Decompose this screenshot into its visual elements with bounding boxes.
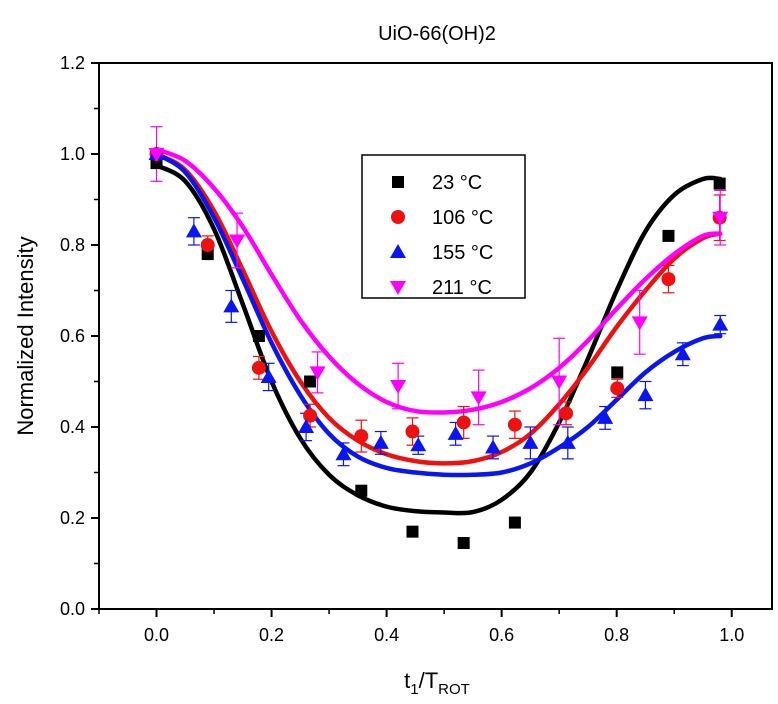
legend-label-4: 211 °C — [432, 277, 492, 299]
data-point-series-3 — [372, 434, 389, 449]
x-tick-label: 0.0 — [144, 625, 169, 645]
data-point-series-4 — [712, 211, 729, 226]
data-point-series-2 — [610, 381, 625, 396]
fit-curve-series-1 — [154, 163, 723, 516]
data-point-series-1 — [304, 375, 317, 388]
legend-marker-3 — [390, 244, 406, 258]
data-points — [148, 146, 729, 550]
data-point-series-1 — [508, 516, 521, 529]
y-tick-label: 0.8 — [60, 235, 85, 255]
y-tick-label: 1.2 — [60, 53, 85, 73]
data-point-series-3 — [223, 298, 240, 313]
legend-marker-1 — [392, 176, 404, 188]
data-point-series-1 — [355, 484, 368, 497]
legend-marker-2 — [391, 210, 405, 224]
data-point-series-4 — [309, 366, 326, 381]
data-point-series-2 — [251, 360, 266, 375]
data-point-series-2 — [200, 238, 215, 252]
legend: 23 °C 106 °C 155 °C 211 °C — [361, 154, 526, 299]
y-axis: 0.0 0.2 0.4 0.6 0.8 1.0 1.2 — [60, 53, 99, 619]
y-tick-label: 0.2 — [60, 508, 85, 528]
data-point-series-1 — [713, 177, 726, 190]
x-axis-title-main: t — [404, 668, 410, 693]
x-tick-label: 0.6 — [489, 625, 514, 645]
data-point-series-4 — [390, 380, 407, 395]
data-point-series-4 — [551, 375, 568, 390]
data-point-series-3 — [260, 368, 277, 383]
data-point-series-2 — [507, 417, 522, 432]
data-point-series-1 — [457, 537, 470, 550]
x-axis-title-sub1: 1 — [410, 681, 418, 698]
y-tick-label: 0.4 — [60, 417, 85, 437]
data-point-series-3 — [522, 434, 539, 449]
x-tick-label: 0.8 — [604, 625, 629, 645]
chart-title: UiO-66(OH)2 — [378, 23, 496, 45]
data-point-series-1 — [406, 525, 419, 538]
plot-frame — [98, 62, 773, 610]
data-point-series-3 — [447, 425, 464, 440]
y-axis-title: Normalized Intensity — [13, 236, 38, 435]
data-point-series-3 — [298, 419, 315, 433]
data-point-series-2 — [559, 406, 574, 421]
data-point-series-3 — [485, 439, 502, 454]
x-tick-label: 0.2 — [259, 625, 284, 645]
fit-curve-series-2 — [154, 151, 723, 466]
data-point-series-1 — [252, 330, 265, 342]
data-point-series-3 — [410, 437, 427, 452]
data-point-series-3 — [559, 434, 576, 449]
data-point-series-4 — [148, 148, 165, 162]
data-point-series-3 — [674, 346, 691, 361]
legend-label-2: 106 °C — [432, 207, 493, 229]
x-axis: 0.0 0.2 0.4 0.6 0.8 1.0 — [98, 609, 744, 645]
x-axis-title: t1/TROT — [404, 668, 470, 698]
data-point-series-3 — [712, 316, 729, 331]
legend-marker-4 — [390, 281, 406, 295]
fit-curve-series-4 — [154, 147, 723, 415]
data-point-series-3 — [597, 409, 614, 424]
data-point-series-4 — [631, 316, 648, 331]
data-point-series-1 — [662, 229, 675, 242]
data-point-series-3 — [335, 446, 352, 461]
data-point-series-4 — [470, 391, 487, 406]
data-point-series-2 — [405, 424, 420, 439]
data-point-series-3 — [637, 387, 654, 402]
data-point-series-2 — [303, 408, 318, 423]
data-point-series-2 — [456, 415, 471, 430]
data-point-series-4 — [229, 234, 246, 249]
data-point-series-2 — [354, 429, 369, 444]
x-tick-label: 0.4 — [374, 625, 399, 645]
data-point-series-3 — [185, 223, 202, 238]
x-axis-title-slash: /T — [419, 668, 439, 693]
y-tick-label: 0.0 — [60, 599, 85, 619]
x-tick-label: 1.0 — [719, 625, 744, 645]
data-point-series-1 — [611, 366, 624, 379]
legend-label-1: 23 °C — [432, 172, 482, 194]
legend-label-3: 155 °C — [432, 242, 493, 264]
fit-curve-series-3 — [154, 151, 723, 478]
fit-curves — [154, 147, 723, 516]
y-tick-label: 0.6 — [60, 326, 85, 346]
legend-box — [361, 154, 526, 299]
x-axis-title-sub2: ROT — [438, 681, 470, 698]
y-tick-label: 1.0 — [60, 144, 85, 164]
data-point-series-2 — [661, 272, 676, 287]
